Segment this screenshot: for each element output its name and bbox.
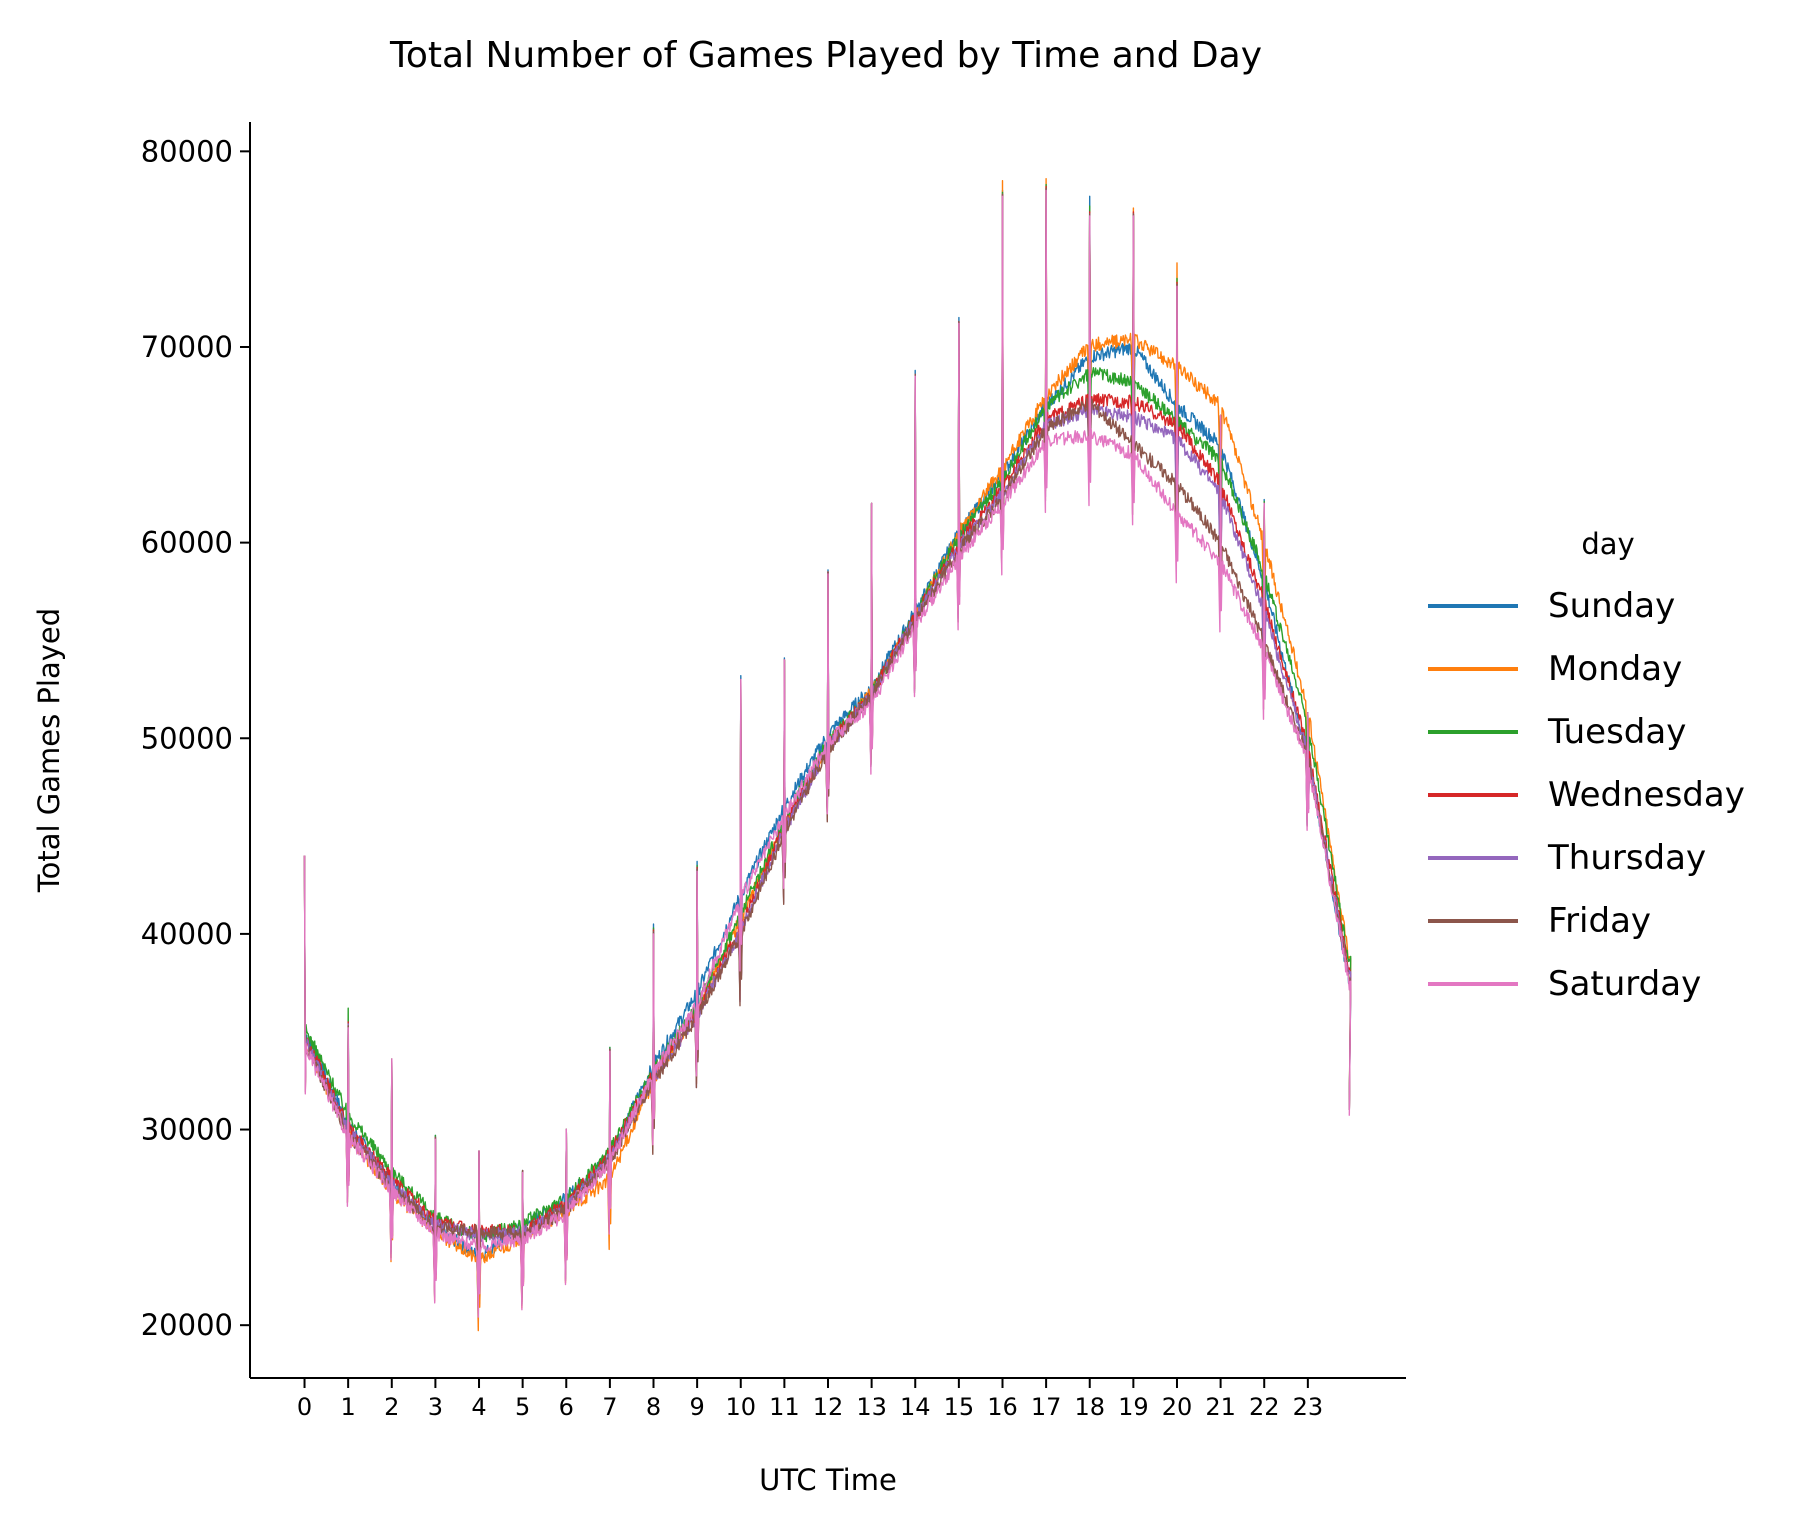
x-tick-label: 20 — [1162, 1393, 1193, 1421]
legend-item-label: Monday — [1548, 649, 1682, 689]
legend-item-label: Tuesday — [1547, 712, 1686, 752]
legend-item-label: Friday — [1548, 901, 1651, 941]
x-tick-label: 0 — [297, 1393, 312, 1421]
x-tick-label: 6 — [559, 1393, 574, 1421]
x-tick-label: 18 — [1074, 1393, 1105, 1421]
chart-title: Total Number of Games Played by Time and… — [389, 35, 1262, 76]
y-tick-label: 80000 — [141, 134, 233, 168]
x-tick-label: 14 — [900, 1393, 931, 1421]
series-line — [303, 189, 1352, 1318]
y-tick-label: 60000 — [141, 526, 233, 560]
y-tick-label: 50000 — [141, 721, 233, 755]
x-tick-label: 1 — [341, 1393, 356, 1421]
legend-item-label: Saturday — [1548, 964, 1701, 1004]
y-tick-label: 30000 — [141, 1113, 233, 1147]
x-tick-label: 9 — [689, 1393, 704, 1421]
x-tick-label: 22 — [1249, 1393, 1280, 1421]
x-tick-label: 2 — [384, 1393, 399, 1421]
legend-title: day — [1581, 527, 1634, 561]
x-tick-label: 21 — [1205, 1393, 1236, 1421]
x-ticks: 0 1 2 3 4 5 6 7 8 9 10 11 12 13 14 15 16 17 18 19 20 21 22 23 — [297, 1378, 1323, 1421]
legend-item-label: Wednesday — [1548, 775, 1745, 815]
legend-item-label: Sunday — [1548, 586, 1675, 626]
y-axis-label: Total Games Played — [32, 608, 66, 893]
x-axis-label: UTC Time — [759, 1463, 897, 1497]
x-tick-label: 19 — [1118, 1393, 1149, 1421]
plot-area — [303, 177, 1352, 1332]
x-tick-label: 10 — [725, 1393, 756, 1421]
x-tick-label: 7 — [602, 1393, 617, 1421]
x-tick-label: 17 — [1031, 1393, 1062, 1421]
y-tick-label: 70000 — [141, 330, 233, 364]
legend: day Sunday Monday Tuesday Wednesday Thursday… — [1428, 527, 1745, 1004]
legend-item-label: Thursday — [1547, 838, 1706, 878]
x-tick-label: 4 — [471, 1393, 486, 1421]
x-tick-label: 23 — [1293, 1393, 1324, 1421]
x-tick-label: 5 — [515, 1393, 530, 1421]
x-tick-label: 13 — [856, 1393, 887, 1421]
x-tick-label: 11 — [769, 1393, 800, 1421]
x-tick-label: 15 — [944, 1393, 975, 1421]
y-ticks: 20000 30000 40000 50000 60000 70000 80000 — [141, 134, 250, 1342]
x-tick-label: 12 — [813, 1393, 844, 1421]
x-tick-label: 16 — [987, 1393, 1018, 1421]
y-tick-label: 40000 — [141, 917, 233, 951]
x-tick-label: 8 — [646, 1393, 661, 1421]
y-tick-label: 20000 — [141, 1308, 233, 1342]
x-tick-label: 3 — [428, 1393, 443, 1421]
